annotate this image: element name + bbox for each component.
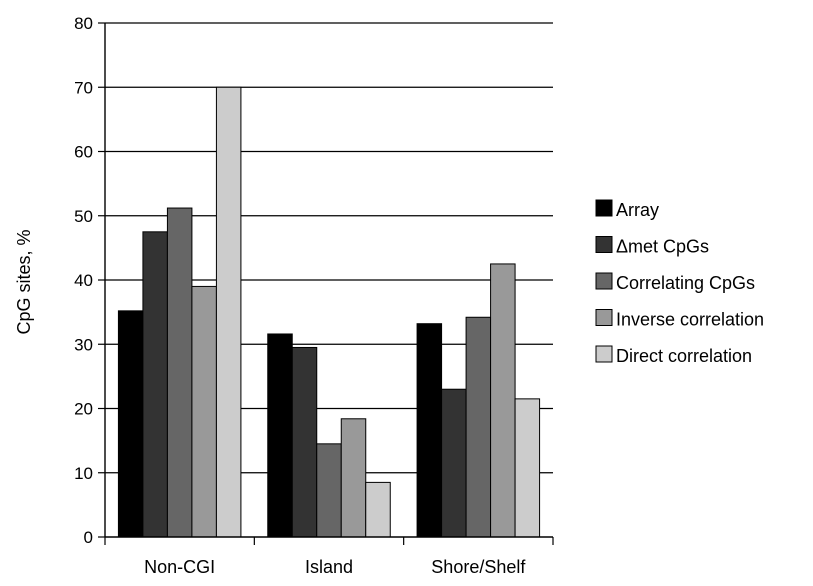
- x-category-label: Shore/Shelf: [431, 557, 526, 577]
- bar-island-inverse-correlation: [340, 418, 367, 538]
- legend-label: Array: [616, 200, 659, 220]
- y-tick-label: 80: [74, 14, 93, 33]
- axes: [98, 22, 554, 545]
- legend-swatch: [595, 345, 613, 363]
- y-tick-label: 10: [74, 464, 93, 483]
- legend-item: Correlating CpGs: [595, 272, 755, 293]
- bars: [117, 86, 541, 538]
- bar-non-cgi-direct-correlation: [215, 86, 242, 538]
- bar-island-direct-correlation: [365, 481, 391, 538]
- x-category-labels: Non-CGI Island Shore/Shelf: [144, 557, 526, 577]
- y-tick-label: 50: [74, 207, 93, 226]
- bar-shore-shelf-array: [416, 323, 443, 538]
- bar-shore-shelf-inverse-correlation: [490, 263, 516, 538]
- bar-island-array: [267, 333, 293, 538]
- legend-label: Direct correlation: [616, 346, 752, 366]
- y-tick-labels: 0 10 20 30 40 50 60 70 80: [74, 14, 93, 547]
- legend-swatch: [595, 309, 613, 326]
- bar-island--met-cpgs: [291, 346, 318, 538]
- legend-item: Δmet CpGs: [595, 236, 709, 257]
- y-tick-label: 20: [74, 400, 93, 419]
- legend-item: Array: [595, 199, 659, 220]
- bar-non-cgi-inverse-correlation: [191, 285, 217, 538]
- y-tick-label: 70: [74, 78, 93, 97]
- x-category-label: Non-CGI: [144, 557, 215, 577]
- legend-item: Direct correlation: [595, 345, 752, 366]
- bar-shore-shelf--met-cpgs: [441, 388, 467, 538]
- legend-label: Inverse correlation: [616, 310, 764, 330]
- bar-non-cgi-array: [117, 310, 144, 538]
- y-axis-title: CpG sites, %: [14, 229, 34, 334]
- bar-shore-shelf-direct-correlation: [514, 398, 541, 538]
- legend-swatch: [595, 272, 613, 290]
- legend: Array Δmet CpGs Correlating CpGs Inverse co…: [595, 199, 764, 366]
- legend-swatch: [595, 199, 613, 217]
- x-category-label: Island: [305, 557, 353, 577]
- legend-label: Δmet CpGs: [616, 237, 709, 257]
- y-tick-label: 40: [74, 271, 93, 290]
- y-tick-label: 60: [74, 143, 93, 162]
- legend-label: Correlating CpGs: [616, 273, 755, 293]
- y-tick-label: 30: [74, 335, 93, 354]
- y-tick-label: 0: [84, 528, 93, 547]
- bar-island-correlating-cpgs: [316, 443, 342, 538]
- bar-shore-shelf-correlating-cpgs: [465, 316, 492, 538]
- legend-swatch: [595, 236, 613, 253]
- bar-non-cgi--met-cpgs: [142, 231, 168, 538]
- bar-non-cgi-correlating-cpgs: [166, 207, 193, 538]
- legend-item: Inverse correlation: [595, 309, 764, 330]
